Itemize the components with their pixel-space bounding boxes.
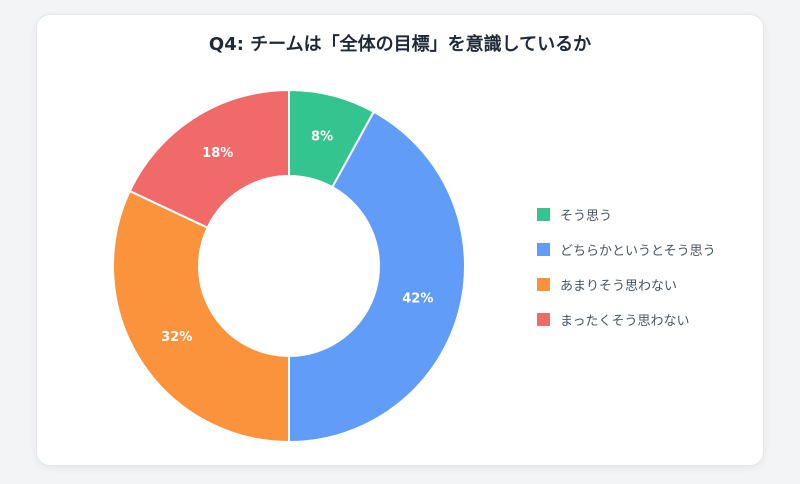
slice-value-label: 32% <box>161 330 192 345</box>
donut-slice[interactable] <box>288 110 466 444</box>
legend-label: どちらかというとそう思う <box>560 243 716 259</box>
donut-slices <box>112 88 466 444</box>
slice-value-label: 18% <box>202 146 233 161</box>
legend-label: まったくそう思わない <box>560 313 690 329</box>
legend-item[interactable]: まったくそう思わない <box>537 309 716 329</box>
legend-label: あまりそう思わない <box>560 278 678 294</box>
slice-value-label: 42% <box>402 292 433 307</box>
chart-legend: そう思う どちらかというとそう思う あまりそう思わない まったくそう思わない <box>537 204 716 344</box>
legend-swatch <box>537 277 550 291</box>
legend-item[interactable]: あまりそう思わない <box>537 274 716 294</box>
donut-slice[interactable] <box>128 88 290 230</box>
donut-slice-labels: 8% 42% 32% 18% <box>161 130 433 345</box>
chart-title: Q4: チームは「全体の目標」を意識しているか <box>208 34 592 55</box>
legend-swatch <box>537 312 550 326</box>
slice-value-label: 8% <box>311 130 333 145</box>
legend-label: そう思う <box>560 208 613 224</box>
legend-item[interactable]: どちらかというとそう思う <box>537 239 716 259</box>
legend-swatch <box>537 242 550 256</box>
legend-item[interactable]: そう思う <box>537 204 716 224</box>
donut-slice[interactable] <box>112 189 290 444</box>
legend-swatch <box>537 207 550 221</box>
